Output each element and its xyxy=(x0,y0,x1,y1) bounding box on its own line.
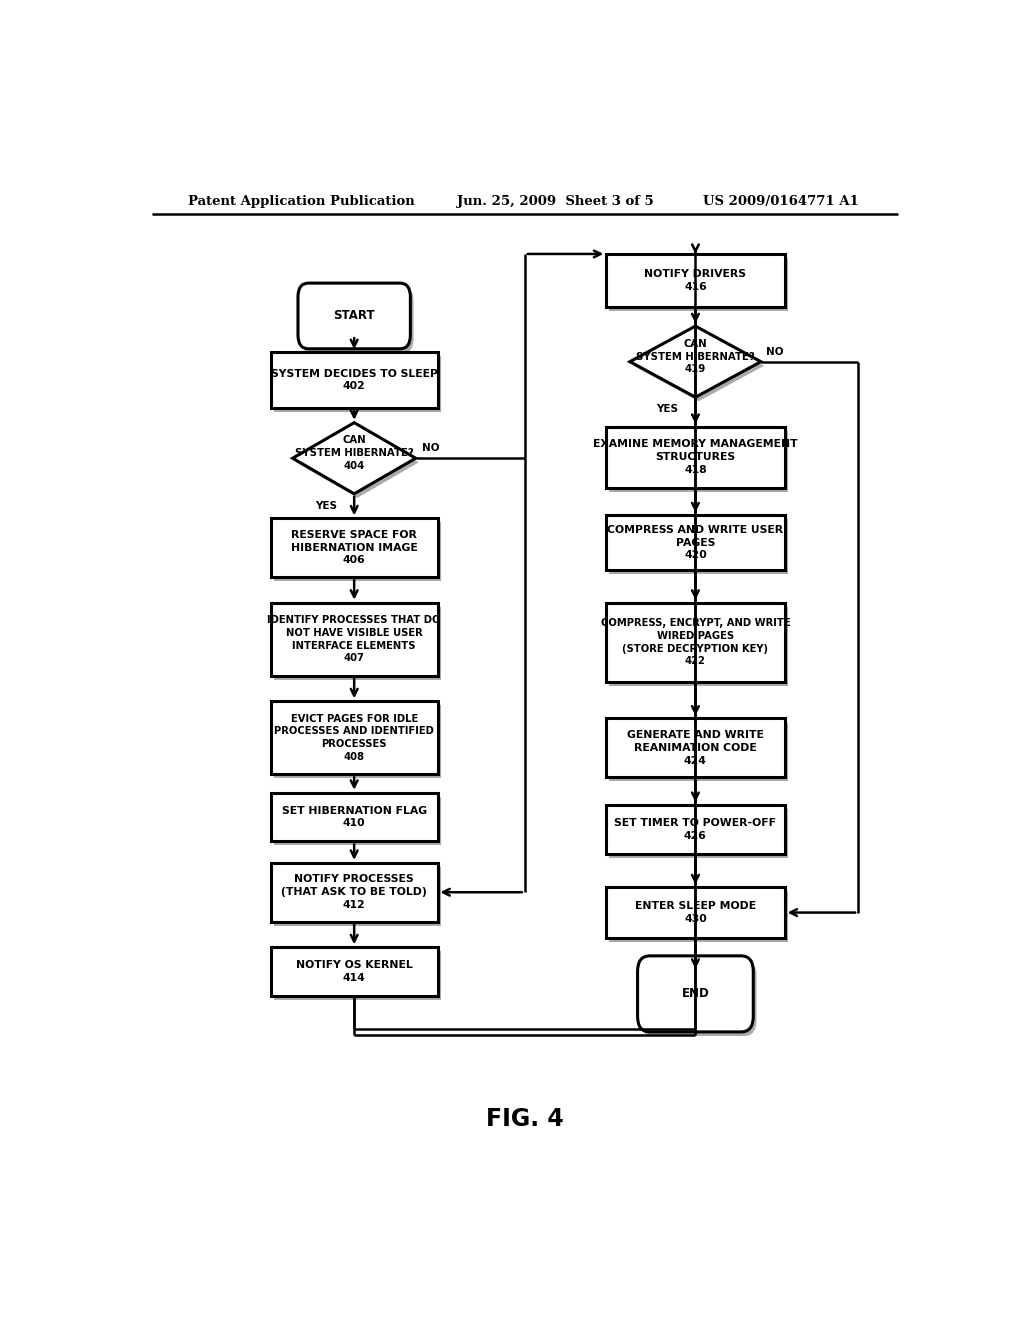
FancyBboxPatch shape xyxy=(274,607,440,680)
Text: FIG. 4: FIG. 4 xyxy=(486,1107,563,1131)
Text: EXAMINE MEMORY MANAGEMENT
STRUCTURES
418: EXAMINE MEMORY MANAGEMENT STRUCTURES 418 xyxy=(593,440,798,475)
FancyBboxPatch shape xyxy=(270,602,437,676)
FancyBboxPatch shape xyxy=(270,863,437,921)
Text: NOTIFY DRIVERS
416: NOTIFY DRIVERS 416 xyxy=(644,269,746,292)
FancyBboxPatch shape xyxy=(274,797,440,846)
FancyBboxPatch shape xyxy=(609,519,787,574)
Text: CAN
SYSTEM HIBERNATE?
419: CAN SYSTEM HIBERNATE? 419 xyxy=(636,339,755,375)
Text: Jun. 25, 2009  Sheet 3 of 5: Jun. 25, 2009 Sheet 3 of 5 xyxy=(458,194,654,207)
FancyBboxPatch shape xyxy=(270,701,437,775)
FancyBboxPatch shape xyxy=(606,515,784,570)
FancyBboxPatch shape xyxy=(274,705,440,779)
Text: NO: NO xyxy=(422,444,439,453)
FancyBboxPatch shape xyxy=(609,891,787,942)
FancyBboxPatch shape xyxy=(641,960,757,1036)
FancyBboxPatch shape xyxy=(270,519,437,577)
Text: NOTIFY PROCESSES
(THAT ASK TO BE TOLD)
412: NOTIFY PROCESSES (THAT ASK TO BE TOLD) 4… xyxy=(282,874,427,909)
Text: COMPRESS, ENCRYPT, AND WRITE
WIRED PAGES
(STORE DECRYPTION KEY)
422: COMPRESS, ENCRYPT, AND WRITE WIRED PAGES… xyxy=(601,618,791,667)
FancyBboxPatch shape xyxy=(301,288,414,352)
Text: US 2009/0164771 A1: US 2009/0164771 A1 xyxy=(703,194,859,207)
Text: RESERVE SPACE FOR
HIBERNATION IMAGE
406: RESERVE SPACE FOR HIBERNATION IMAGE 406 xyxy=(291,529,418,565)
Text: Patent Application Publication: Patent Application Publication xyxy=(187,194,415,207)
Text: SYSTEM DECIDES TO SLEEP
402: SYSTEM DECIDES TO SLEEP 402 xyxy=(270,368,437,391)
Text: SET HIBERNATION FLAG
410: SET HIBERNATION FLAG 410 xyxy=(282,805,427,829)
FancyBboxPatch shape xyxy=(270,352,437,408)
Text: EVICT PAGES FOR IDLE
PROCESSES AND IDENTIFIED
PROCESSES
408: EVICT PAGES FOR IDLE PROCESSES AND IDENT… xyxy=(274,714,434,762)
Polygon shape xyxy=(633,330,764,401)
FancyBboxPatch shape xyxy=(606,253,784,306)
Text: SET TIMER TO POWER-OFF
426: SET TIMER TO POWER-OFF 426 xyxy=(614,818,776,841)
FancyBboxPatch shape xyxy=(274,952,440,1001)
FancyBboxPatch shape xyxy=(606,602,784,682)
FancyBboxPatch shape xyxy=(274,356,440,412)
Text: ENTER SLEEP MODE
430: ENTER SLEEP MODE 430 xyxy=(635,902,756,924)
FancyBboxPatch shape xyxy=(609,257,787,312)
FancyBboxPatch shape xyxy=(609,809,787,858)
FancyBboxPatch shape xyxy=(274,867,440,925)
Text: NOTIFY OS KERNEL
414: NOTIFY OS KERNEL 414 xyxy=(296,960,413,983)
FancyBboxPatch shape xyxy=(270,792,437,841)
FancyBboxPatch shape xyxy=(606,887,784,939)
Polygon shape xyxy=(630,326,761,397)
FancyBboxPatch shape xyxy=(606,718,784,777)
FancyBboxPatch shape xyxy=(270,948,437,995)
Polygon shape xyxy=(296,426,419,498)
Text: YES: YES xyxy=(656,404,678,414)
Text: GENERATE AND WRITE
REANIMATION CODE
424: GENERATE AND WRITE REANIMATION CODE 424 xyxy=(627,730,764,766)
Text: NO: NO xyxy=(766,347,783,356)
FancyBboxPatch shape xyxy=(609,607,787,686)
Text: YES: YES xyxy=(314,502,337,511)
FancyBboxPatch shape xyxy=(609,430,787,492)
FancyBboxPatch shape xyxy=(274,523,440,581)
FancyBboxPatch shape xyxy=(606,805,784,854)
FancyBboxPatch shape xyxy=(609,722,787,781)
FancyBboxPatch shape xyxy=(298,282,411,348)
Text: END: END xyxy=(682,987,710,1001)
Text: COMPRESS AND WRITE USER
PAGES
420: COMPRESS AND WRITE USER PAGES 420 xyxy=(607,525,783,561)
FancyBboxPatch shape xyxy=(606,426,784,487)
Text: START: START xyxy=(334,309,375,322)
Text: CAN
SYSTEM HIBERNATE?
404: CAN SYSTEM HIBERNATE? 404 xyxy=(295,436,414,471)
Polygon shape xyxy=(293,422,416,494)
Text: IDENTIFY PROCESSES THAT DO
NOT HAVE VISIBLE USER
INTERFACE ELEMENTS
407: IDENTIFY PROCESSES THAT DO NOT HAVE VISI… xyxy=(267,615,441,664)
FancyBboxPatch shape xyxy=(638,956,754,1032)
